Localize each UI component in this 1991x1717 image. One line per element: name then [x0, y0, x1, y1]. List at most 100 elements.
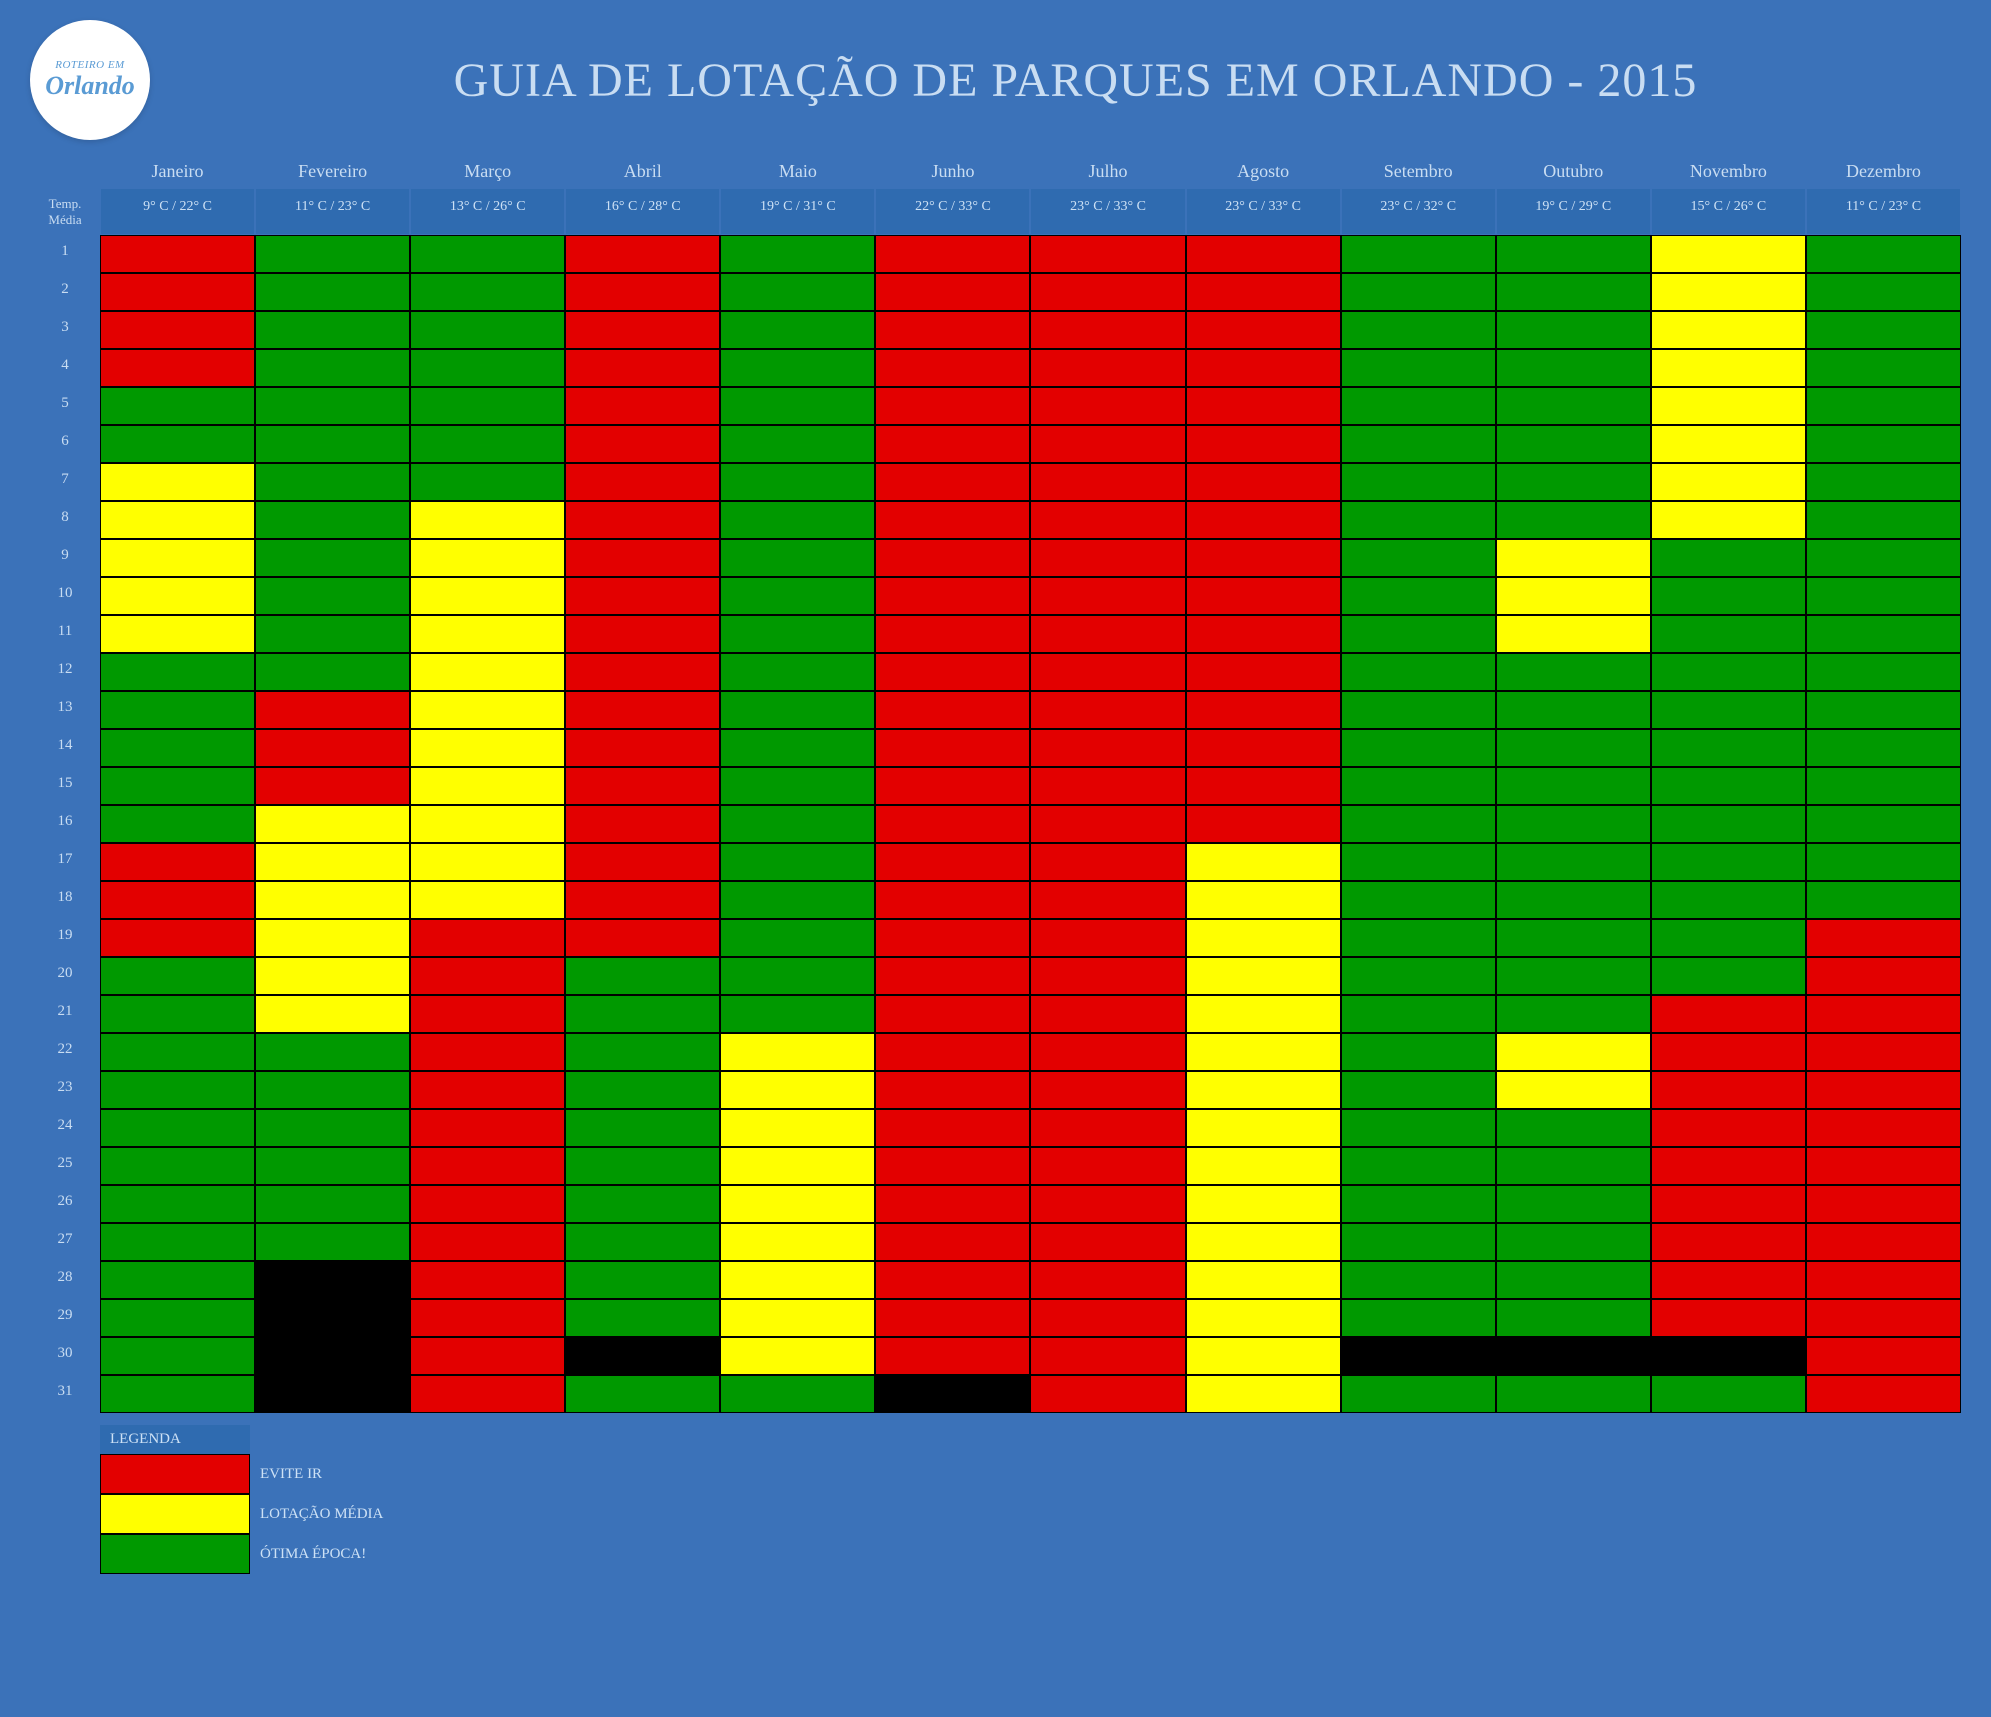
calendar-cell: [720, 1147, 875, 1185]
calendar-cell: [720, 1033, 875, 1071]
calendar-cell: [255, 805, 410, 843]
calendar-cell: [410, 1337, 565, 1375]
calendar-cell: [1030, 1185, 1185, 1223]
calendar-cell: [1030, 843, 1185, 881]
calendar-cell: [1186, 1337, 1341, 1375]
calendar-cell: [565, 577, 720, 615]
day-label: 10: [30, 577, 100, 615]
calendar-cell: [255, 387, 410, 425]
calendar-cell: [1806, 577, 1961, 615]
calendar-cell: [1186, 273, 1341, 311]
calendar-cell: [255, 463, 410, 501]
calendar-cell: [1496, 767, 1651, 805]
calendar-cell: [410, 235, 565, 273]
calendar-cell: [1806, 463, 1961, 501]
calendar-cell: [875, 1185, 1030, 1223]
calendar-cell: [410, 691, 565, 729]
calendar-cell: [410, 387, 565, 425]
calendar-cell: [1496, 919, 1651, 957]
calendar-cell: [410, 767, 565, 805]
calendar-cell: [875, 1299, 1030, 1337]
calendar-cell: [100, 1375, 255, 1413]
calendar-cell: [1651, 691, 1806, 729]
calendar-cell: [1806, 1147, 1961, 1185]
calendar-cell: [1806, 843, 1961, 881]
calendar-cell: [100, 539, 255, 577]
calendar-cell: [255, 843, 410, 881]
calendar-cell: [1651, 767, 1806, 805]
calendar-cell: [1651, 615, 1806, 653]
calendar-cell: [565, 501, 720, 539]
calendar-cell: [1186, 995, 1341, 1033]
calendar-cell: [1186, 387, 1341, 425]
calendar-cell: [1496, 1375, 1651, 1413]
calendar-cell: [1186, 767, 1341, 805]
calendar-cell: [1341, 919, 1496, 957]
calendar-cell: [1651, 235, 1806, 273]
calendar-cell: [875, 501, 1030, 539]
calendar-cell: [565, 539, 720, 577]
calendar-cell: [1806, 425, 1961, 463]
calendar-cell: [875, 653, 1030, 691]
calendar-cell: [1806, 1109, 1961, 1147]
calendar-cell: [1806, 501, 1961, 539]
calendar-cell: [720, 805, 875, 843]
day-label: 27: [30, 1223, 100, 1261]
calendar-cell: [565, 957, 720, 995]
legend-row: LOTAÇÃO MÉDIA: [100, 1494, 520, 1534]
calendar-cell: [1496, 995, 1651, 1033]
calendar-cell: [410, 881, 565, 919]
calendar-cell: [720, 653, 875, 691]
temp-cell: 13° C / 26° C: [410, 188, 565, 235]
calendar-cell: [100, 995, 255, 1033]
calendar-cell: [410, 1147, 565, 1185]
month-header: Abril: [565, 155, 720, 188]
calendar-cell: [100, 425, 255, 463]
calendar-cell: [1030, 691, 1185, 729]
day-label: 6: [30, 425, 100, 463]
day-label: 22: [30, 1033, 100, 1071]
temp-cell: 11° C / 23° C: [1806, 188, 1961, 235]
calendar-cell: [410, 1071, 565, 1109]
calendar-cell: [100, 387, 255, 425]
calendar-cell: [565, 843, 720, 881]
calendar-cell: [565, 463, 720, 501]
logo-top: ROTEIRO EM: [55, 59, 124, 71]
calendar-cell: [1186, 1261, 1341, 1299]
month-header: Fevereiro: [255, 155, 410, 188]
calendar-cell: [1496, 615, 1651, 653]
calendar-cell: [1341, 615, 1496, 653]
calendar-cell: [255, 881, 410, 919]
calendar-cell: [100, 1071, 255, 1109]
calendar-cell: [1186, 1147, 1341, 1185]
calendar-cell: [410, 501, 565, 539]
calendar-cell: [255, 539, 410, 577]
calendar-cell: [875, 1223, 1030, 1261]
calendar-cell: [410, 1109, 565, 1147]
calendar-cell: [1030, 501, 1185, 539]
calendar-cell: [1496, 843, 1651, 881]
calendar-cell: [1186, 805, 1341, 843]
day-label: 20: [30, 957, 100, 995]
calendar-cell: [1651, 653, 1806, 691]
calendar-cell: [1651, 1147, 1806, 1185]
calendar-cell: [1496, 1033, 1651, 1071]
calendar-cell: [565, 349, 720, 387]
calendar-cell: [875, 881, 1030, 919]
calendar-cell: [255, 767, 410, 805]
calendar-cell: [255, 615, 410, 653]
calendar-cell: [1341, 957, 1496, 995]
calendar-cell: [875, 577, 1030, 615]
calendar-cell: [1806, 1261, 1961, 1299]
calendar-cell: [255, 691, 410, 729]
calendar-cell: [1496, 1299, 1651, 1337]
calendar-cell: [1806, 1185, 1961, 1223]
calendar-cell: [1341, 577, 1496, 615]
calendar-cell: [565, 1337, 720, 1375]
calendar-cell: [1341, 1375, 1496, 1413]
calendar-cell: [1030, 1375, 1185, 1413]
calendar-cell: [875, 995, 1030, 1033]
calendar-cell: [255, 1299, 410, 1337]
calendar-cell: [255, 919, 410, 957]
calendar-cell: [410, 1033, 565, 1071]
